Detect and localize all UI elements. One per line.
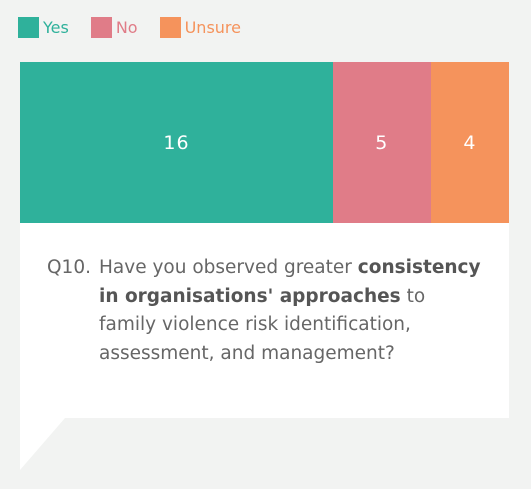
legend-item-no: No — [90, 17, 138, 38]
legend-swatch-unsure — [159, 17, 181, 38]
question-text-part2: to family violence risk identification, … — [99, 285, 426, 364]
speech-bubble-tail — [20, 418, 65, 470]
legend-swatch-no — [90, 17, 112, 38]
question-block: Q10. Have you observed greater consisten… — [47, 254, 487, 368]
bar-segment-yes: 16 — [20, 62, 333, 223]
question-card — [20, 223, 509, 418]
legend-item-yes: Yes — [18, 17, 69, 38]
question-text-bold: consistency in organisations' approaches — [99, 257, 481, 307]
bar-value-label-yes: 16 — [163, 131, 190, 154]
bar-segment-unsure: 4 — [430, 62, 509, 223]
legend-label-yes: Yes — [43, 18, 69, 37]
question-text: Have you observed greater consistency in… — [99, 254, 487, 368]
bar-value-label-no: 5 — [375, 131, 389, 154]
bar-value-label-unsure: 4 — [463, 131, 477, 154]
legend-label-no: No — [115, 18, 138, 37]
bar-segment-no: 5 — [332, 62, 431, 223]
question-text-part1: Have you observed greater — [99, 257, 352, 278]
legend-label-unsure: Unsure — [184, 18, 241, 37]
chart-legend: Yes No Unsure — [18, 17, 263, 38]
legend-swatch-yes — [18, 17, 39, 38]
stacked-bar: 16 5 4 — [20, 62, 509, 223]
legend-item-unsure: Unsure — [159, 17, 241, 38]
question-number: Q10. — [47, 257, 91, 278]
